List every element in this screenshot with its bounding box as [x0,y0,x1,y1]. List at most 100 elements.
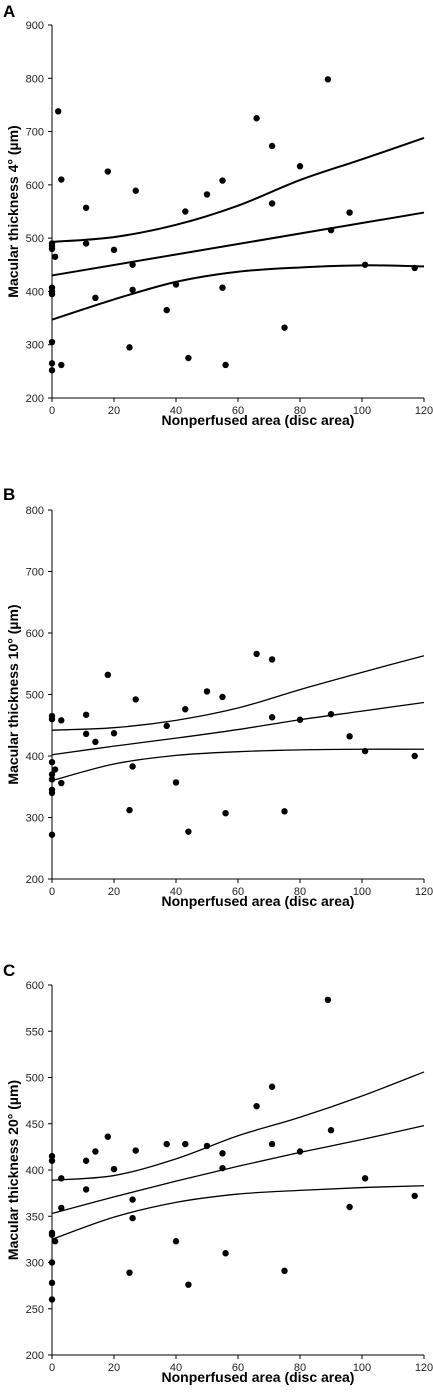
data-point [48,758,56,766]
y-tick-label: 500 [26,690,44,702]
data-point [346,209,353,216]
data-point [268,142,276,150]
y-tick-label: 300 [26,340,44,352]
data-point [182,208,189,215]
x-axis-label: Nonperfused area (disc area) [162,412,355,428]
panel-c: C 200 250 300 350 400 450 500 550 600 0 20 40 60 80 100… [3,961,433,1385]
data-point [163,722,170,730]
y-tick-label: 600 [26,180,44,192]
lower-confidence-band [51,748,425,782]
x-tick-label: 120 [415,1362,433,1374]
data-point [222,361,229,369]
x-tick-label: 100 [353,405,371,417]
panel-b: B 200 300 400 500 600 700 800 0 20 40 60 80 100 120 Non… [3,485,433,909]
data-point [132,187,139,194]
data-point [219,284,226,291]
x-axis-label: Nonperfused area (disc area) [162,893,355,909]
y-tick-label: 700 [26,127,44,139]
data-point [48,771,56,778]
data-point [48,776,56,783]
data-point [219,1164,226,1172]
x-tick-label: 40 [170,1362,182,1374]
y-tick-label: 700 [26,567,44,579]
data-point [129,1214,136,1222]
data-point [92,1148,99,1155]
data-point [51,766,59,773]
x-tick-label: 100 [353,1362,371,1374]
y-tick-label: 300 [26,813,44,825]
data-point [411,264,418,272]
data-point [48,1229,56,1237]
data-point [104,168,112,175]
data-point [185,354,192,362]
data-point [327,226,335,234]
data-point [104,1133,112,1140]
data-point [58,176,65,183]
panel-label: C [3,961,15,980]
data-point [253,115,260,122]
data-point [268,1083,276,1090]
data-point [411,1192,418,1200]
data-point [104,671,112,679]
data-point [281,324,288,331]
data-point [82,730,90,738]
data-point [129,1196,136,1203]
y-tick-label: 250 [26,1304,44,1316]
data-point [48,284,56,291]
data-point [281,1267,288,1275]
data-point [48,338,56,346]
data-point [182,706,189,713]
data-point [281,808,288,815]
data-point [132,696,139,703]
y-tick-label: 900 [26,20,44,32]
y-tick-label: 800 [26,505,44,517]
data-point [222,809,229,817]
y-tick-label: 400 [26,1165,44,1177]
x-tick-label: 80 [294,886,306,898]
panel-label: A [3,2,15,21]
data-point [82,711,90,718]
data-point [92,294,99,302]
x-tick-label: 120 [415,405,433,417]
upper-confidence-band [51,137,425,243]
regression-line [51,701,425,756]
y-tick-label: 400 [26,751,44,763]
x-tick-label: 40 [170,405,182,417]
y-tick-label: 300 [26,1258,44,1270]
data-point [48,712,56,720]
x-tick-label: 0 [49,886,55,898]
y-tick-label: 450 [26,1119,44,1131]
data-point [58,1204,65,1212]
y-tick-label: 500 [26,1073,44,1085]
data-point [51,1238,59,1245]
data-point [51,253,59,260]
data-point [172,779,180,786]
x-tick-label: 120 [415,886,433,898]
x-tick-label: 100 [353,886,371,898]
data-point [222,1250,229,1257]
data-point [185,828,192,835]
data-point [58,717,65,724]
data-point [253,1102,260,1110]
data-point [203,688,211,695]
data-point [296,163,304,170]
y-tick-label: 200 [26,393,44,405]
x-tick-label: 0 [49,1362,55,1374]
data-point [268,656,276,663]
y-axis-label: Macular thickness 10° (µm) [5,604,21,784]
data-point [129,763,136,770]
data-point [346,1203,353,1211]
y-tick-label: 200 [26,874,44,886]
data-point [182,1140,189,1148]
data-point [327,710,335,718]
x-tick-label: 80 [294,405,306,417]
data-point [48,831,56,838]
x-tick-label: 20 [108,886,120,898]
data-point [82,1186,90,1193]
data-point [324,76,332,83]
data-point [203,1142,211,1150]
data-point [203,191,211,198]
x-tick-label: 40 [170,886,182,898]
data-point [126,344,133,351]
data-point [253,650,260,658]
